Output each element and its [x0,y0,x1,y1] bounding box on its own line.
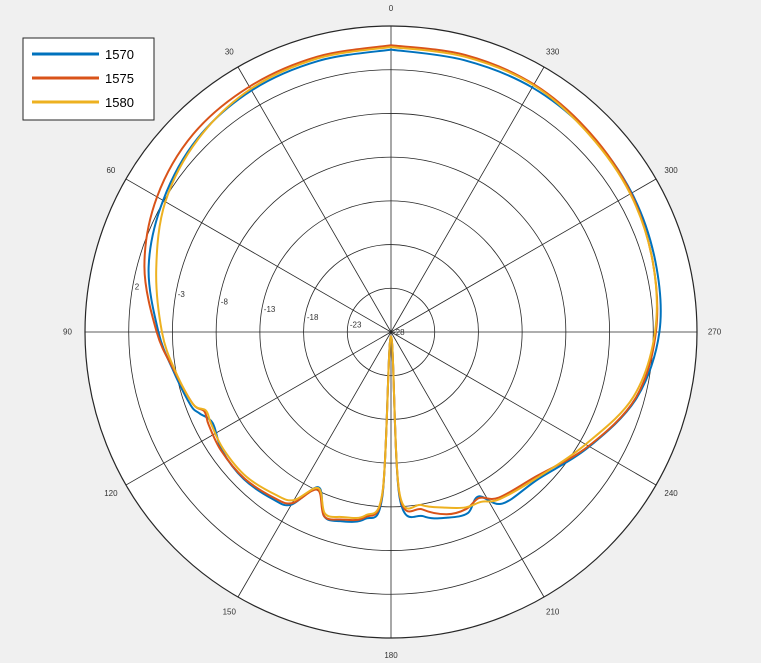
legend-label-1580: 1580 [105,95,134,110]
angle-tick-label: 150 [223,608,237,617]
series-line-1570 [147,48,662,523]
angle-tick-label: 0 [389,4,394,13]
data-series-group [143,44,662,523]
angular-grid-line [390,331,545,598]
series-line-1580 [155,45,658,519]
angular-grid-line [390,66,545,333]
radius-tick-label: -3 [178,290,186,299]
angular-grid-line [125,178,392,333]
polar-grid [84,25,698,639]
radius-tick-label: -8 [221,298,229,307]
radius-tick-label: -13 [264,305,276,314]
legend-label-1575: 1575 [105,71,134,86]
radius-tick-label: -18 [307,313,319,322]
angular-grid-line [125,331,392,486]
angular-grid-line [237,66,392,333]
angular-grid-line [390,178,657,333]
angle-tick-label: 180 [384,651,398,660]
axis-labels: 0 30 60 90 120 150 180 210 240 270 300 330 -28 -23 -18… [63,4,722,660]
radius-tick-label: 2 [135,283,140,292]
radius-tick-label: -28 [393,328,405,337]
angle-tick-label: 60 [106,166,115,175]
angle-tick-label: 270 [708,328,722,337]
angle-tick-label: 330 [546,47,560,56]
angle-tick-label: 120 [104,489,118,498]
radius-tick-label: -23 [350,320,362,329]
angle-tick-label: 30 [225,47,234,56]
angular-grid-line [390,331,657,486]
angle-tick-label: 90 [63,328,72,337]
legend: 1570 1575 1580 [22,37,155,121]
angular-grid-line [237,331,392,598]
angle-tick-label: 210 [546,608,560,617]
angle-tick-label: 240 [664,489,678,498]
angle-tick-label: 300 [664,166,678,175]
legend-label-1570: 1570 [105,47,134,62]
